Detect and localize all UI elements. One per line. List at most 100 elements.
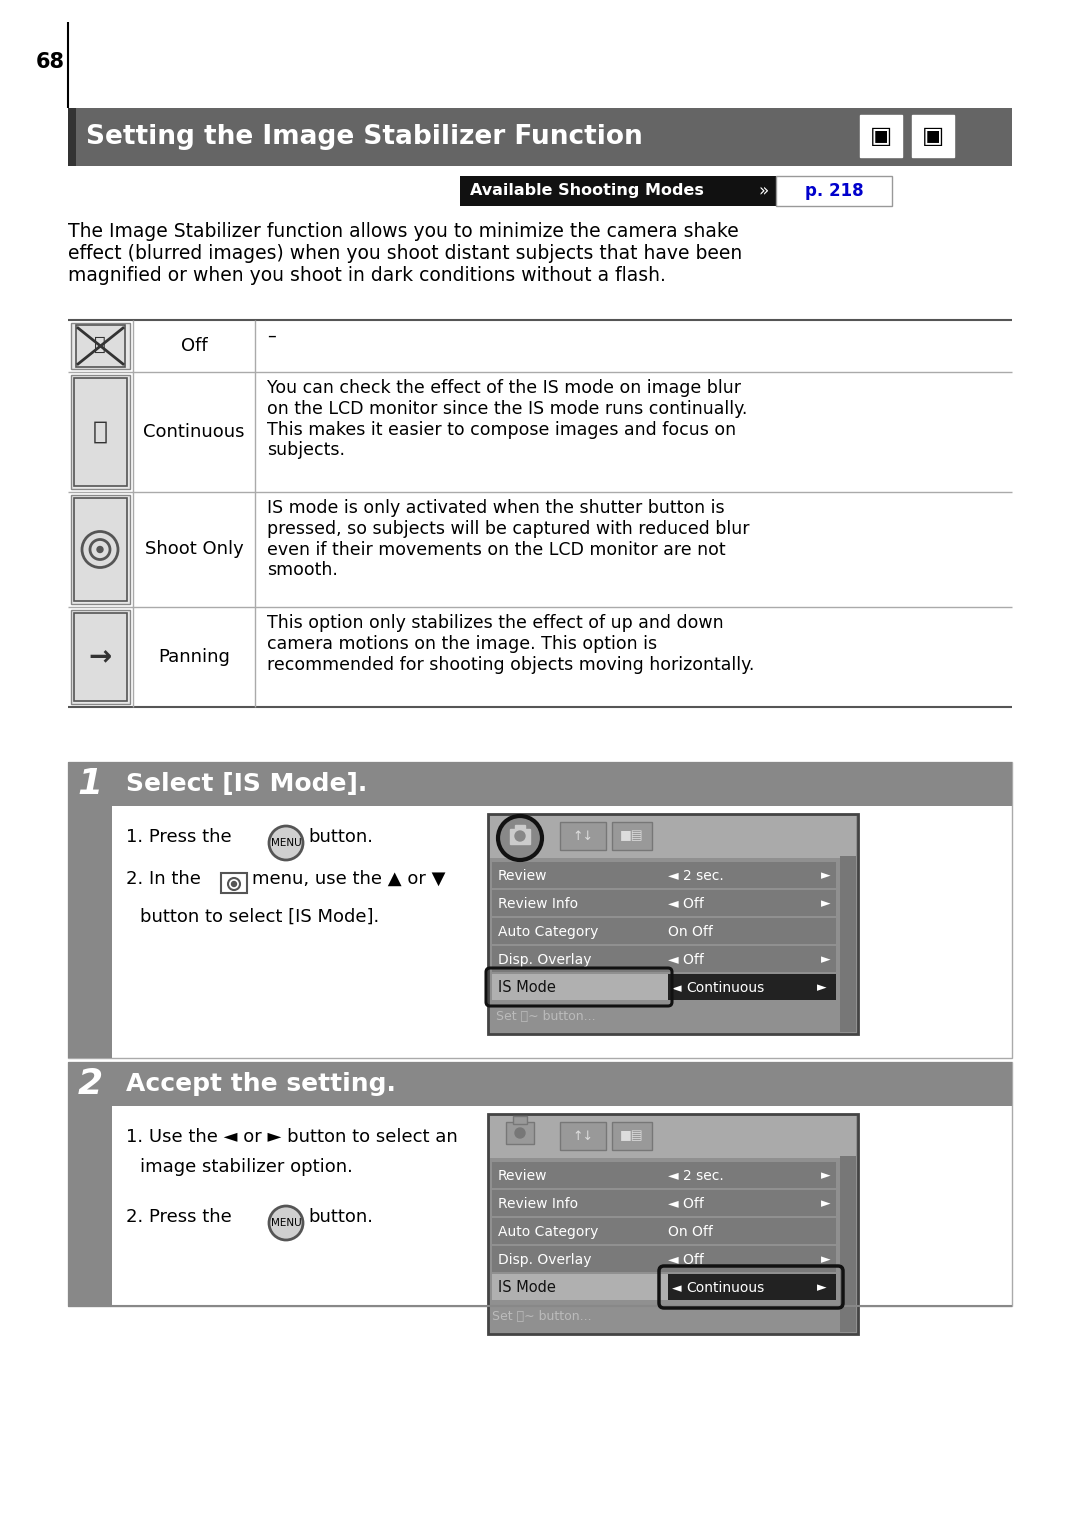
Text: ◄ 2 sec.: ◄ 2 sec.: [669, 868, 724, 884]
Bar: [492, 1275, 836, 1300]
Bar: [840, 1116, 856, 1156]
Bar: [71, 610, 130, 704]
Bar: [510, 829, 530, 844]
Text: ◄ Off: ◄ Off: [669, 1253, 704, 1267]
Circle shape: [515, 830, 525, 841]
Bar: [68, 1062, 112, 1307]
Text: ■▤: ■▤: [620, 829, 644, 843]
Bar: [840, 1116, 856, 1332]
Bar: [612, 821, 652, 850]
Text: ▣: ▣: [922, 125, 944, 148]
Text: ◄: ◄: [672, 981, 686, 995]
Text: 2. In the: 2. In the: [126, 870, 201, 888]
Circle shape: [231, 882, 237, 887]
Bar: [912, 116, 954, 157]
Text: MENU: MENU: [271, 1218, 301, 1227]
Text: IS Mode: IS Mode: [498, 1281, 556, 1296]
Text: This option only stabilizes the effect of up and down
camera motions on the imag: This option only stabilizes the effect o…: [267, 614, 754, 674]
Text: Off: Off: [180, 338, 207, 354]
Text: button.: button.: [308, 1208, 373, 1226]
Bar: [71, 376, 130, 488]
Bar: [68, 108, 76, 166]
Text: 1. Press the: 1. Press the: [126, 827, 231, 846]
Text: →: →: [89, 643, 111, 671]
Bar: [492, 1218, 836, 1244]
Text: Available Shooting Modes: Available Shooting Modes: [470, 184, 704, 199]
Circle shape: [498, 815, 542, 859]
Bar: [561, 1122, 606, 1150]
Text: ►: ►: [821, 1170, 831, 1182]
Text: ►: ►: [821, 1253, 831, 1267]
Text: menu, use the ▲ or ▼: menu, use the ▲ or ▼: [252, 870, 446, 888]
Text: 1: 1: [78, 767, 103, 802]
Text: Setting the Image Stabilizer Function: Setting the Image Stabilizer Function: [86, 125, 643, 151]
Bar: [507, 1122, 534, 1144]
Text: The Image Stabilizer function allows you to minimize the camera shake
effect (bl: The Image Stabilizer function allows you…: [68, 222, 742, 284]
Bar: [68, 762, 1012, 1059]
Text: ►: ►: [818, 981, 827, 995]
Text: ►: ►: [821, 870, 831, 882]
Bar: [669, 1275, 836, 1300]
Bar: [492, 919, 836, 945]
Text: Continuous: Continuous: [686, 981, 765, 995]
Bar: [860, 116, 902, 157]
Text: image stabilizer option.: image stabilizer option.: [140, 1157, 353, 1176]
Bar: [460, 176, 789, 205]
Text: Set ⎙∼ button...: Set ⎙∼ button...: [492, 1310, 592, 1322]
Bar: [75, 497, 127, 601]
Text: button to select [IS Mode].: button to select [IS Mode].: [140, 908, 379, 926]
Circle shape: [269, 826, 303, 859]
Bar: [840, 815, 856, 856]
Bar: [75, 613, 127, 701]
Text: Panning: Panning: [158, 648, 230, 666]
Bar: [221, 873, 247, 893]
Text: On Off: On Off: [669, 1224, 713, 1240]
Text: Disp. Overlay: Disp. Overlay: [498, 954, 592, 967]
Bar: [492, 1189, 836, 1215]
Bar: [669, 973, 836, 999]
Text: button.: button.: [308, 827, 373, 846]
Text: ✋: ✋: [94, 335, 106, 353]
Circle shape: [97, 546, 103, 552]
Text: ■▤: ■▤: [620, 1130, 644, 1142]
Text: p. 218: p. 218: [805, 183, 863, 199]
Text: ◄ Off: ◄ Off: [669, 1197, 704, 1211]
Text: 2. Press the: 2. Press the: [126, 1208, 232, 1226]
Text: –: –: [267, 327, 275, 345]
Bar: [515, 824, 525, 830]
Bar: [112, 1062, 1012, 1106]
Bar: [112, 762, 1012, 806]
Text: MENU: MENU: [271, 838, 301, 849]
Text: ►: ►: [821, 954, 831, 966]
Text: ↑↓: ↑↓: [572, 829, 594, 843]
Text: IS Mode: IS Mode: [498, 981, 556, 996]
Bar: [75, 379, 127, 487]
Text: On Off: On Off: [669, 925, 713, 938]
Bar: [71, 494, 130, 604]
Text: ◄: ◄: [672, 1282, 686, 1294]
Bar: [492, 946, 836, 972]
Bar: [513, 1116, 527, 1124]
Text: ►: ►: [821, 897, 831, 911]
Text: Set ⎙∼ button...: Set ⎙∼ button...: [496, 1010, 596, 1022]
Bar: [488, 814, 858, 1034]
Text: Select [IS Mode].: Select [IS Mode].: [126, 773, 367, 795]
Bar: [71, 322, 130, 370]
Text: 68: 68: [36, 52, 65, 71]
Bar: [68, 1062, 1012, 1307]
Circle shape: [269, 1206, 303, 1240]
Text: ✋: ✋: [93, 420, 108, 444]
Text: ►: ►: [818, 1282, 827, 1294]
Bar: [492, 1162, 836, 1188]
Text: ↑↓: ↑↓: [572, 1130, 594, 1142]
Bar: [488, 1113, 858, 1334]
Text: ◄ Off: ◄ Off: [669, 897, 704, 911]
Bar: [492, 1246, 836, 1272]
Bar: [492, 890, 836, 916]
Text: Review: Review: [498, 1170, 548, 1183]
Bar: [76, 325, 125, 367]
Bar: [840, 815, 856, 1033]
Bar: [492, 862, 836, 888]
Bar: [68, 762, 112, 1059]
Text: Review: Review: [498, 868, 548, 884]
